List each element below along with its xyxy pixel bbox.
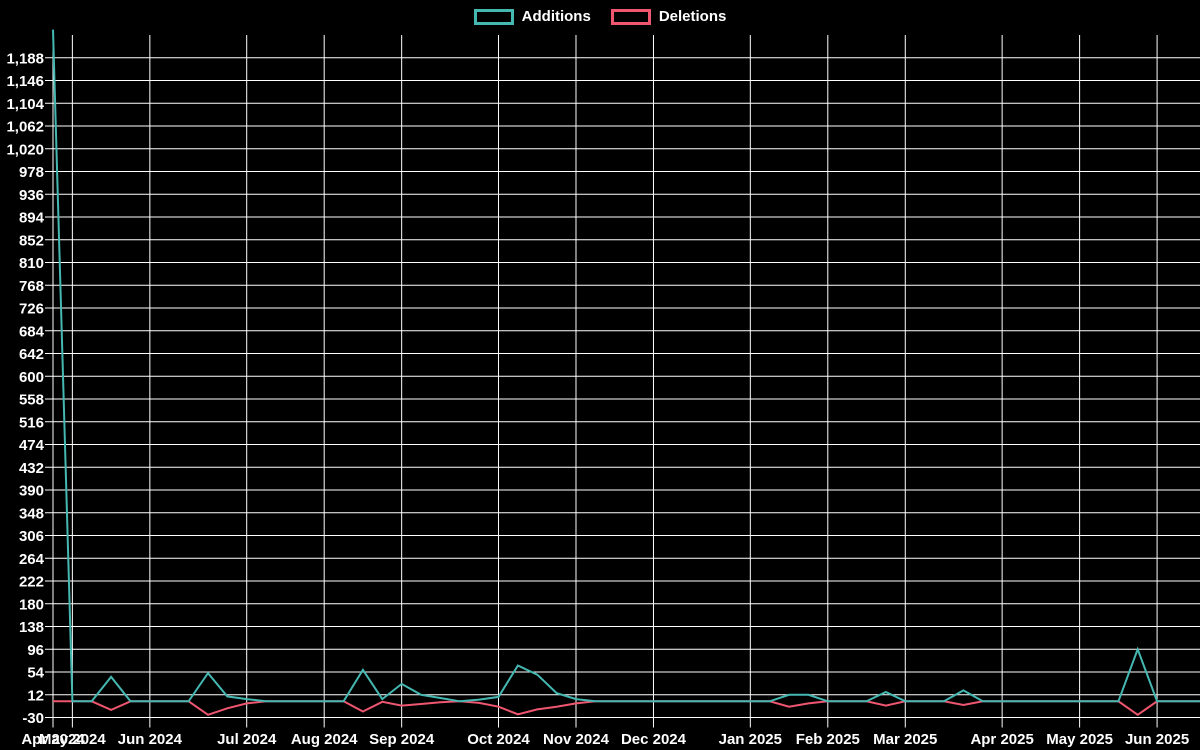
y-tick-label: 852 xyxy=(19,232,44,249)
y-tick-label: 936 xyxy=(19,187,44,204)
y-tick-labels: -30 12 54 96 138 180 222 264 306 348 390 432 474 516 5… xyxy=(6,50,44,727)
y-tick-label: 810 xyxy=(19,255,44,272)
x-gridlines xyxy=(52,35,1158,728)
x-tick-label: Apr 2025 xyxy=(970,731,1033,748)
y-tick-label: 138 xyxy=(19,619,44,636)
y-tick-label: 978 xyxy=(19,164,44,181)
x-tick-label: Oct 2024 xyxy=(467,731,530,748)
x-tick-label: Apr 2024 xyxy=(21,731,85,748)
x-tick-label: Jan 2025 xyxy=(719,731,782,748)
y-tick-label: 1,020 xyxy=(6,141,44,158)
deletions-line xyxy=(53,700,1200,717)
y-tick-label: 726 xyxy=(19,301,44,318)
x-tick-label: Sep 2024 xyxy=(369,731,435,748)
y-tick-label: 432 xyxy=(19,460,44,477)
y-tick-label: 684 xyxy=(19,323,45,340)
y-tick-label: 1,104 xyxy=(6,96,44,113)
additions-label: Additions xyxy=(521,8,591,25)
y-tick-label: 1,188 xyxy=(6,50,44,67)
y-tick-label: 222 xyxy=(19,574,44,591)
y-tick-label: 12 xyxy=(27,687,44,704)
x-tick-label: Jun 2025 xyxy=(1125,731,1189,748)
legend-item-additions[interactable]: Additions xyxy=(473,8,591,25)
y-tick-label: 894 xyxy=(19,210,45,227)
x-tick-label: Feb 2025 xyxy=(796,731,860,748)
x-tick-label: Jul 2024 xyxy=(217,731,277,748)
y-tick-label: 180 xyxy=(19,596,44,613)
y-tick-label: 558 xyxy=(19,392,44,409)
y-tick-label: -30 xyxy=(22,710,44,727)
y-tick-label: 264 xyxy=(19,551,45,568)
y-tick-label: 348 xyxy=(19,505,44,522)
y-tick-label: 1,062 xyxy=(6,119,44,136)
deletions-swatch xyxy=(610,9,651,25)
deletions-label: Deletions xyxy=(658,8,727,25)
additions-line xyxy=(52,29,1200,703)
y-tick-label: 768 xyxy=(19,278,44,295)
y-tick-label: 474 xyxy=(19,437,45,454)
y-gridlines xyxy=(45,57,1200,718)
x-tick-label: May 2024 xyxy=(39,731,106,748)
y-tick-label: 642 xyxy=(19,346,44,363)
x-tick-label: Nov 2024 xyxy=(543,731,610,748)
x-tick-label: May 2025 xyxy=(1046,731,1113,748)
chart-legend: Additions Deletions xyxy=(0,9,1200,25)
y-tick-label: 600 xyxy=(19,369,44,386)
y-tick-label: 516 xyxy=(19,414,44,431)
x-tick-label: Aug 2024 xyxy=(291,731,358,748)
y-tick-label: 390 xyxy=(19,483,44,500)
y-tick-label: 96 xyxy=(27,642,44,659)
y-tick-label: 306 xyxy=(19,528,44,545)
x-tick-label: Dec 2024 xyxy=(621,731,687,748)
legend-item-deletions[interactable]: Deletions xyxy=(610,8,727,25)
y-tick-label: 54 xyxy=(27,665,44,682)
additions-swatch xyxy=(473,9,514,25)
y-tick-label: 1,146 xyxy=(6,73,44,90)
x-tick-label: Mar 2025 xyxy=(873,731,937,748)
x-tick-label: Jun 2024 xyxy=(118,731,183,748)
